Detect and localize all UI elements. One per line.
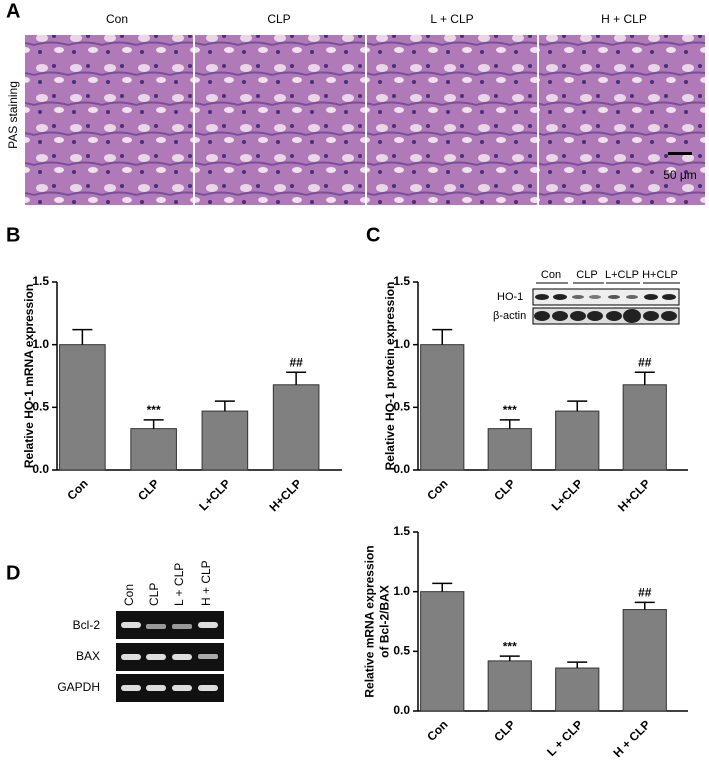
x-tick-label: H + CLP: [610, 717, 653, 760]
blot-bands: [534, 294, 677, 323]
annotation: ##: [638, 586, 652, 600]
lane-label: L + CLP: [172, 563, 186, 606]
group-label: CLP: [267, 12, 290, 26]
x-tick-label: Con: [424, 717, 450, 743]
error-bar: [286, 371, 307, 385]
gel-bands: [121, 622, 218, 691]
panel-label: D: [6, 562, 20, 584]
bar: [420, 591, 465, 712]
error-bar: [499, 419, 520, 429]
y-tick-label: 0.0: [393, 703, 410, 717]
bar: [622, 384, 667, 471]
lane-label: L+CLP: [605, 269, 639, 281]
x-tick-label: L+CLP: [196, 476, 233, 513]
error-bar: [567, 661, 588, 669]
micrograph: [195, 35, 365, 205]
error-bar: [567, 400, 588, 412]
x-tick-label: Con: [64, 476, 90, 502]
gel-row-label: Bcl-2: [73, 618, 101, 632]
x-tick-label: CLP: [135, 476, 162, 503]
annotation: ***: [503, 403, 517, 417]
scale-bar: [668, 152, 692, 155]
y-axis-label: of Bcl-2/BAX: [378, 585, 392, 658]
lane-label: Con: [541, 269, 561, 281]
group-label: H + CLP: [601, 12, 647, 26]
lane-label: Con: [122, 584, 136, 606]
error-bar: [634, 601, 655, 610]
error-bar: [214, 400, 235, 412]
panel-label: B: [6, 224, 20, 246]
x-tick-label: CLP: [491, 476, 518, 503]
micrograph: [367, 35, 537, 205]
x-tick-label: L+CLP: [549, 476, 586, 513]
y-tick-label: 1.5: [32, 274, 49, 288]
error-bar: [143, 419, 164, 429]
annotation: ##: [289, 355, 303, 369]
bar: [59, 344, 106, 471]
y-tick-label: 1.0: [32, 337, 49, 351]
bar: [555, 410, 600, 471]
lane-label: H + CLP: [199, 560, 213, 606]
x-tick-label: H+CLP: [267, 476, 305, 514]
bar: [420, 344, 465, 471]
annotation: ***: [503, 639, 517, 653]
y-tick-label: 1.5: [393, 274, 410, 288]
micrograph: [539, 35, 705, 205]
micrograph: [25, 35, 193, 205]
y-tick-label: 0.0: [32, 462, 49, 476]
y-axis-label: Relative mRNA expression: [363, 545, 377, 697]
y-tick-label: 1.0: [393, 584, 410, 598]
bar: [622, 609, 667, 712]
x-tick-label: H+CLP: [615, 476, 653, 514]
y-tick-label: 0.5: [32, 400, 49, 414]
gel-row-label: GAPDH: [57, 680, 100, 694]
lane-label: CLP: [576, 269, 597, 281]
error-bar: [72, 328, 93, 345]
stain-label: PAS staining: [6, 81, 20, 149]
blot-row-label: HO-1: [497, 291, 523, 303]
bar: [201, 410, 249, 471]
group-label: L + CLP: [430, 12, 473, 26]
bar: [487, 660, 532, 712]
y-tick-label: 0.5: [393, 644, 410, 658]
error-bar: [634, 371, 655, 385]
annotation: ##: [638, 355, 652, 369]
x-tick-label: Con: [424, 476, 450, 502]
y-axis-label: Relative HO-1 mRNA expression: [22, 284, 36, 468]
y-axis-label: Relative HO-1 protein expression: [383, 282, 397, 471]
y-tick-label: 1.0: [393, 337, 410, 351]
gel-row-label: BAX: [76, 649, 100, 663]
bar: [130, 428, 177, 471]
lane-label: H+CLP: [642, 269, 678, 281]
bar: [487, 428, 532, 471]
x-tick-label: L + CLP: [544, 717, 586, 759]
y-tick-label: 1.5: [393, 524, 410, 538]
x-tick-label: CLP: [491, 717, 518, 744]
blot-row-label: β-actin: [493, 310, 526, 322]
error-bar: [499, 655, 520, 661]
scale-label: 50 μm: [663, 168, 697, 182]
bar: [272, 384, 320, 471]
group-label: Con: [106, 12, 128, 26]
error-bar: [432, 328, 453, 345]
y-tick-label: 0.0: [393, 462, 410, 476]
blot: [532, 288, 680, 306]
error-bar: [432, 582, 453, 592]
y-tick-label: 0.5: [393, 400, 410, 414]
annotation: ***: [147, 403, 161, 417]
lane-label: CLP: [147, 583, 161, 606]
panel-label: C: [366, 224, 380, 246]
bar: [555, 667, 600, 712]
panel-label: A: [6, 0, 20, 22]
